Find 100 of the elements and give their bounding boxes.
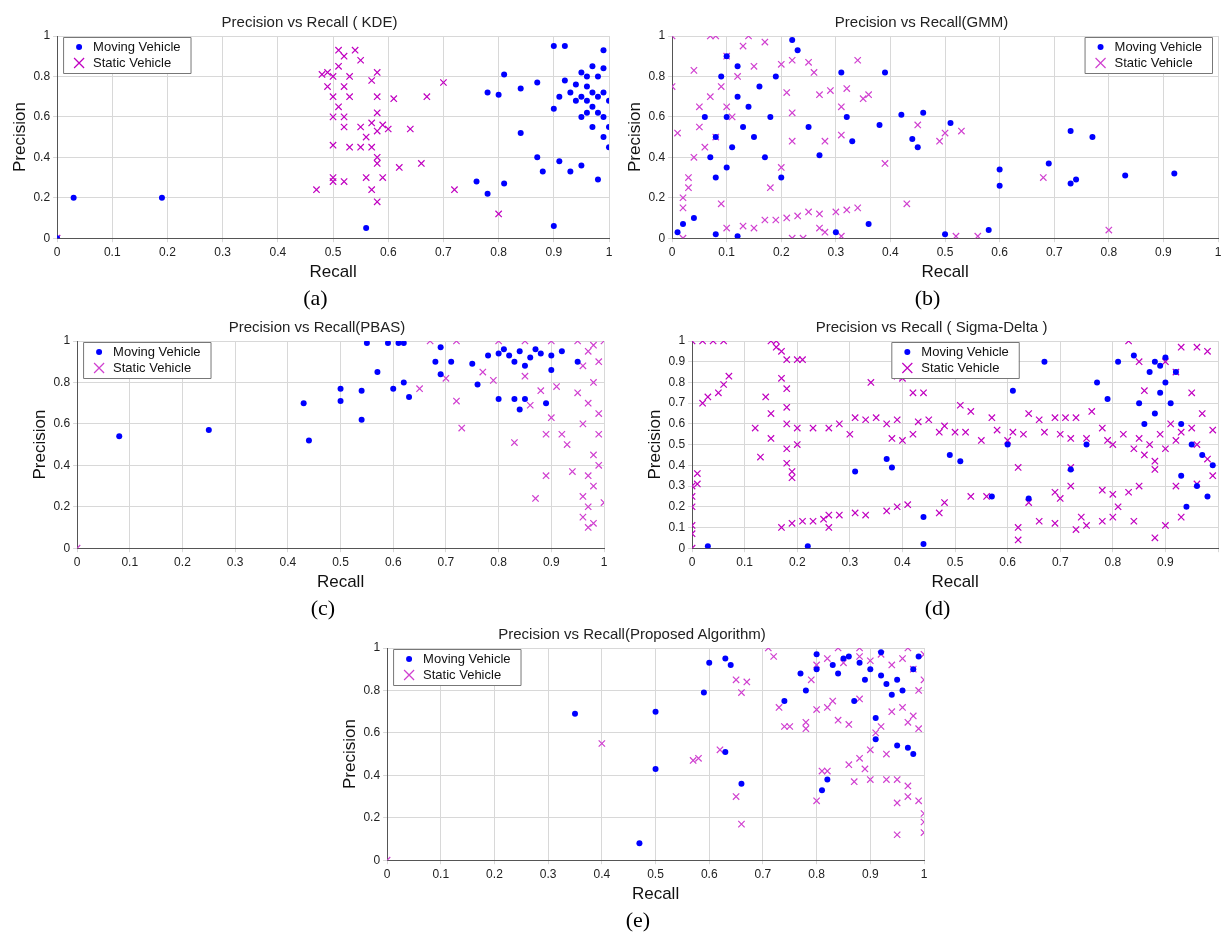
y-tick-label: 0 <box>658 230 666 245</box>
point <box>205 427 212 434</box>
x-tick-label: 0.9 <box>542 554 560 569</box>
y-tick-label: 0.4 <box>363 767 381 782</box>
point <box>473 178 480 185</box>
y-tick-label: 0.6 <box>668 416 686 431</box>
point <box>521 362 528 369</box>
x-tick-label: 0.9 <box>545 244 563 259</box>
x-tick-label: 0.7 <box>754 866 772 881</box>
point <box>1204 493 1211 500</box>
point <box>442 374 450 383</box>
point <box>334 46 343 54</box>
point <box>389 94 398 103</box>
point <box>395 341 402 347</box>
x-tick-label: 1 <box>605 244 613 259</box>
point <box>584 502 592 511</box>
point <box>996 166 1003 173</box>
point <box>589 378 598 387</box>
x-tick-label: 0.3 <box>214 244 232 259</box>
point <box>415 384 424 393</box>
point <box>1067 128 1074 135</box>
point <box>539 168 546 175</box>
x-tick-label: 0.7 <box>437 554 455 569</box>
x-tick-label: 0.8 <box>1104 554 1122 569</box>
y-tick-label: 0.7 <box>668 395 686 410</box>
point <box>600 89 607 96</box>
point <box>511 358 518 365</box>
point <box>594 357 603 366</box>
point <box>573 389 582 397</box>
legend-label: Moving Vehicle <box>1114 38 1203 54</box>
point <box>501 180 508 187</box>
point <box>537 350 544 357</box>
point <box>652 708 659 715</box>
point <box>1171 170 1178 177</box>
y-tick-label: 0.2 <box>668 499 686 514</box>
point <box>1199 451 1206 458</box>
point <box>510 438 519 447</box>
point <box>1162 379 1169 386</box>
point <box>797 670 804 677</box>
point <box>542 471 550 480</box>
x-tick-label: 0.9 <box>861 866 879 881</box>
point <box>1188 441 1195 448</box>
chart-title: Precision vs Recall ( Sigma-Delta ) <box>815 318 1048 336</box>
point <box>861 676 868 683</box>
point <box>363 341 370 347</box>
point <box>373 127 381 135</box>
point <box>543 400 550 407</box>
point <box>532 346 539 353</box>
point <box>600 65 607 72</box>
legend-label: Moving Vehicle <box>113 343 201 359</box>
point <box>781 698 788 705</box>
point <box>358 416 365 423</box>
point <box>556 158 563 165</box>
point <box>772 73 779 80</box>
y-tick-label: 0.9 <box>668 354 686 369</box>
point <box>367 143 376 151</box>
point <box>707 154 714 161</box>
point <box>501 71 508 78</box>
point <box>345 72 354 81</box>
point <box>727 661 734 668</box>
point <box>1157 362 1164 369</box>
point <box>729 144 736 151</box>
point <box>920 541 927 548</box>
y-tick-label: 0 <box>373 852 381 867</box>
x-axis-title: Recall <box>921 262 969 282</box>
point <box>358 387 365 394</box>
point <box>318 70 326 79</box>
point <box>534 154 541 161</box>
y-axis-title: Precision <box>339 719 359 790</box>
point <box>534 79 541 86</box>
point <box>561 43 568 50</box>
point <box>589 63 596 70</box>
x-tick-label: 0.4 <box>593 866 611 881</box>
point <box>550 105 557 112</box>
y-tick-label: 0.4 <box>668 457 686 472</box>
point <box>340 113 348 121</box>
point <box>340 177 348 186</box>
point <box>852 468 859 475</box>
x-tick-label: 0.2 <box>159 244 177 259</box>
point <box>374 369 381 376</box>
point <box>373 92 381 101</box>
point <box>495 91 502 98</box>
point <box>323 82 332 91</box>
x-tick-label: 0.1 <box>121 554 139 569</box>
point <box>367 76 376 85</box>
point <box>516 406 523 413</box>
y-tick-label: 0.4 <box>648 149 666 164</box>
point <box>867 666 874 673</box>
x-tick-label: 0 <box>383 866 391 881</box>
point <box>584 399 592 407</box>
x-tick-label: 0.4 <box>882 244 900 259</box>
point <box>1122 172 1129 179</box>
y-tick-label: 0.8 <box>53 374 71 389</box>
point <box>583 97 590 104</box>
legend-label: Static Vehicle <box>921 359 1000 375</box>
point <box>594 430 603 439</box>
point <box>334 102 343 111</box>
text: (d) <box>923 595 952 621</box>
x-tick-label: 0 <box>73 554 81 569</box>
point <box>988 493 995 500</box>
